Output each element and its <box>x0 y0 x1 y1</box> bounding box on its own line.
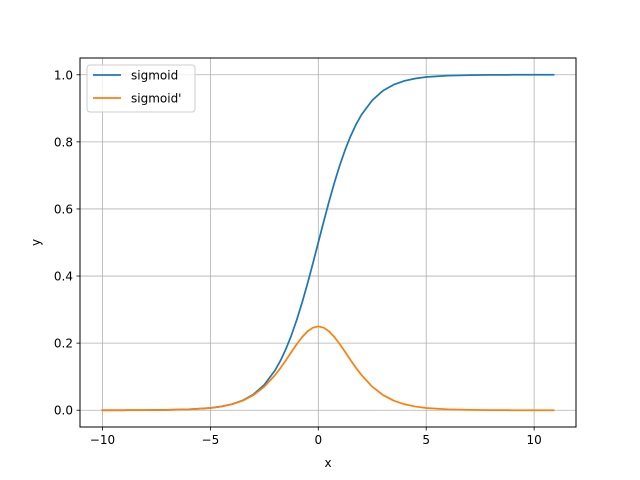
y-tick-label: 1.0 <box>54 68 73 82</box>
y-tick-label: 0.2 <box>54 337 73 351</box>
plot-series <box>101 73 555 412</box>
x-tick-label: 10 <box>526 433 541 447</box>
legend-box <box>86 64 196 113</box>
sigmoid-prime-line <box>101 325 555 412</box>
axis-ticks: −10 −5 0 5 10 0.0 0.2 0.4 0.6 0.8 1.0 <box>54 68 542 447</box>
plot-frame <box>79 57 577 428</box>
y-tick-label: 0.6 <box>54 202 73 216</box>
x-tick-label: −10 <box>90 433 115 447</box>
x-tick-label: −5 <box>202 433 220 447</box>
legend-label-sigmoid: sigmoid <box>131 69 178 83</box>
legend: sigmoid sigmoid' <box>86 64 196 113</box>
legend-label-sigmoid-prime: sigmoid' <box>131 92 181 106</box>
x-tick-label: 5 <box>422 433 430 447</box>
y-tick-label: 0.0 <box>54 404 73 418</box>
y-tick-label: 0.8 <box>54 135 73 149</box>
x-tick-label: 0 <box>314 433 322 447</box>
x-axis-label: x <box>324 456 331 470</box>
y-axis-label: y <box>29 239 43 246</box>
y-tick-label: 0.4 <box>54 270 73 284</box>
